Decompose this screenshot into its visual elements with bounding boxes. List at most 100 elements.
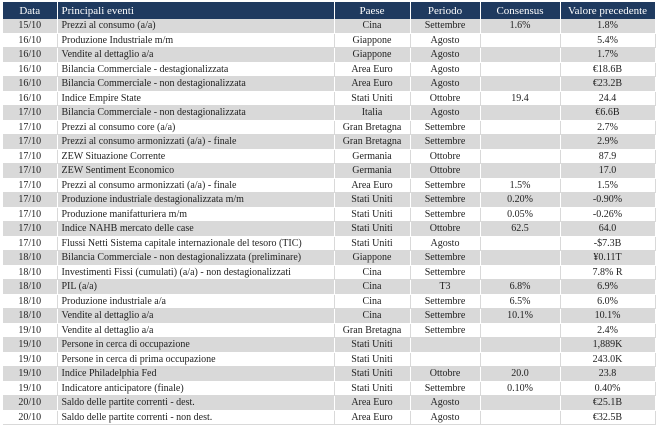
row: 19/10 Indicatore anticipatore (finale) Sta… bbox=[3, 381, 656, 396]
cell: 17/10 bbox=[3, 163, 58, 179]
cell: Stati Uniti bbox=[334, 221, 411, 237]
cell: Bilancia Commerciale - non destagionaliz… bbox=[57, 76, 335, 92]
cell: Produzione Industriale m/m bbox=[57, 33, 335, 48]
cell: 10.1% bbox=[560, 308, 656, 324]
cell: 0.20% bbox=[480, 192, 561, 208]
cell: Cina bbox=[334, 19, 411, 34]
cell: Settembre bbox=[410, 323, 481, 338]
cell: €32.5B bbox=[560, 410, 656, 425]
cell: €23.2B bbox=[560, 76, 656, 92]
cell: 2.9% bbox=[560, 134, 656, 150]
row: 16/10 Vendite al dettaglio a/a Giappone Ago… bbox=[3, 47, 656, 63]
cell: Indicatore anticipatore (finale) bbox=[57, 381, 335, 396]
row: 18/10 Produzione industriale a/a Cina Sette… bbox=[3, 294, 656, 309]
cell: Area Euro bbox=[334, 178, 411, 193]
cell: 0.10% bbox=[480, 381, 561, 396]
cell: Cina bbox=[334, 279, 411, 295]
cell: 243.0K bbox=[560, 352, 656, 367]
row: 16/10 Bilancia Commerciale - non destagio… bbox=[3, 76, 656, 92]
cell: 17/10 bbox=[3, 149, 58, 164]
row: 16/10 Bilancia Commerciale - destagionali… bbox=[3, 62, 656, 77]
cell bbox=[480, 395, 561, 411]
cell: 6.5% bbox=[480, 294, 561, 309]
row: 18/10 Bilancia Commerciale - non destagio… bbox=[3, 250, 656, 266]
cell: Giappone bbox=[334, 250, 411, 266]
cell: Agosto bbox=[410, 76, 481, 92]
cell: 19/10 bbox=[3, 366, 58, 382]
row: 19/10 Persone in cerca di prima occupazio… bbox=[3, 352, 656, 367]
cell: 2.7% bbox=[560, 120, 656, 135]
events-table: Data Principali eventi Paese Periodo Consens… bbox=[3, 2, 656, 425]
row: 20/10 Saldo delle partite correnti - non … bbox=[3, 410, 656, 425]
cell: 16/10 bbox=[3, 62, 58, 77]
cell: Investimenti Fissi (cumulati) (a/a) - no… bbox=[57, 265, 335, 280]
cell: 17/10 bbox=[3, 120, 58, 135]
cell: 17/10 bbox=[3, 192, 58, 208]
cell: 0.05% bbox=[480, 207, 561, 222]
cell: Indice NAHB mercato delle case bbox=[57, 221, 335, 237]
cell: Agosto bbox=[410, 395, 481, 411]
cell: Ottobre bbox=[410, 91, 481, 106]
cell: 1.8% bbox=[560, 19, 656, 34]
cell: Stati Uniti bbox=[334, 337, 411, 353]
cell: 18/10 bbox=[3, 250, 58, 266]
cell: 23.8 bbox=[560, 366, 656, 382]
cell: Cina bbox=[334, 265, 411, 280]
row: 19/10 Persone in cerca di occupazione Stat… bbox=[3, 337, 656, 353]
cell: 24.4 bbox=[560, 91, 656, 106]
cell: Germania bbox=[334, 163, 411, 179]
cell bbox=[480, 250, 561, 266]
cell: Area Euro bbox=[334, 395, 411, 411]
cell: 62.5 bbox=[480, 221, 561, 237]
cell: 18/10 bbox=[3, 308, 58, 324]
header-cell: Consensus bbox=[480, 2, 561, 19]
cell: 87.9 bbox=[560, 149, 656, 164]
cell: Bilancia Commerciale - destagionalizzata bbox=[57, 62, 335, 77]
cell: Produzione industriale a/a bbox=[57, 294, 335, 309]
cell: Settembre bbox=[410, 120, 481, 135]
cell: ZEW Sentiment Economico bbox=[57, 163, 335, 179]
cell bbox=[480, 163, 561, 179]
row: 17/10 Prezzi al consumo core (a/a) Gran Br… bbox=[3, 120, 656, 135]
cell: Ottobre bbox=[410, 366, 481, 382]
cell: €18.6B bbox=[560, 62, 656, 77]
cell: 16/10 bbox=[3, 91, 58, 106]
cell: Settembre bbox=[410, 381, 481, 396]
cell: Stati Uniti bbox=[334, 236, 411, 251]
cell: 6.9% bbox=[560, 279, 656, 295]
row: 17/10 Prezzi al consumo armonizzati (a/a)… bbox=[3, 134, 656, 150]
cell bbox=[480, 134, 561, 150]
cell: Giappone bbox=[334, 33, 411, 48]
cell: Persone in cerca di occupazione bbox=[57, 337, 335, 353]
row: 16/10 Produzione Industriale m/m Giappone A… bbox=[3, 33, 656, 48]
row: 20/10 Saldo delle partite correnti - dest… bbox=[3, 395, 656, 411]
cell: 17/10 bbox=[3, 134, 58, 150]
cell: PIL (a/a) bbox=[57, 279, 335, 295]
cell: Cina bbox=[334, 294, 411, 309]
cell: 17/10 bbox=[3, 236, 58, 251]
header-cell: Data bbox=[3, 2, 58, 19]
cell bbox=[480, 120, 561, 135]
cell bbox=[480, 337, 561, 353]
row: 18/10 PIL (a/a) Cina T3 6.8% 6.9% bbox=[3, 279, 656, 295]
header-row: Data Principali eventi Paese Periodo Consens… bbox=[3, 2, 656, 19]
cell: 16/10 bbox=[3, 33, 58, 48]
row: 17/10 Prezzi al consumo armonizzati (a/a)… bbox=[3, 178, 656, 193]
cell: Settembre bbox=[410, 265, 481, 280]
cell bbox=[480, 76, 561, 92]
cell: Agosto bbox=[410, 33, 481, 48]
cell: Flussi Netti Sistema capitale internazio… bbox=[57, 236, 335, 251]
row: 18/10 Vendite al dettaglio a/a Cina Settemb… bbox=[3, 308, 656, 324]
cell: 1.6% bbox=[480, 19, 561, 34]
cell: Area Euro bbox=[334, 76, 411, 92]
cell: 1,889K bbox=[560, 337, 656, 353]
header-cell: Paese bbox=[334, 2, 411, 19]
cell: Prezzi al consumo armonizzati (a/a) - fi… bbox=[57, 178, 335, 193]
cell: Settembre bbox=[410, 308, 481, 324]
cell: ¥0.11T bbox=[560, 250, 656, 266]
cell: 7.8% R bbox=[560, 265, 656, 280]
cell: Indice Philadelphia Fed bbox=[57, 366, 335, 382]
cell: Gran Bretagna bbox=[334, 120, 411, 135]
cell: Agosto bbox=[410, 236, 481, 251]
